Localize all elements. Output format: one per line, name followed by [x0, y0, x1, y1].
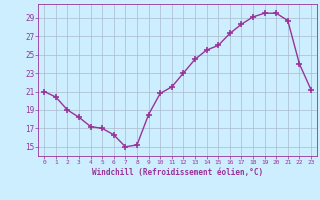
X-axis label: Windchill (Refroidissement éolien,°C): Windchill (Refroidissement éolien,°C) — [92, 168, 263, 177]
